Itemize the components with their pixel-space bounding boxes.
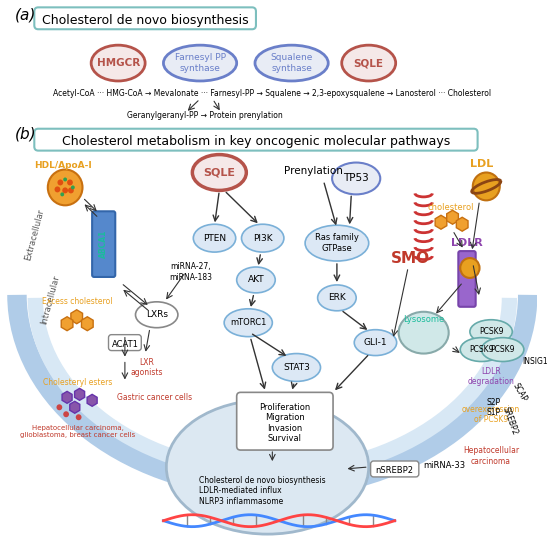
Circle shape: [67, 180, 73, 186]
Ellipse shape: [192, 154, 246, 190]
Text: PCSK9: PCSK9: [479, 327, 503, 336]
Ellipse shape: [135, 302, 178, 328]
Ellipse shape: [470, 320, 512, 344]
Text: Cholesteryl esters: Cholesteryl esters: [43, 378, 112, 387]
Text: HMGCR: HMGCR: [96, 58, 140, 68]
Text: (b): (b): [15, 126, 37, 141]
Text: SREBP2: SREBP2: [501, 406, 520, 436]
Text: Farnesyl PP
synthase: Farnesyl PP synthase: [174, 53, 225, 73]
Ellipse shape: [255, 45, 328, 81]
Circle shape: [76, 414, 81, 420]
Text: ACAT1: ACAT1: [112, 340, 139, 349]
Circle shape: [473, 173, 500, 200]
Ellipse shape: [241, 224, 284, 252]
Text: Hepatocellular
carcinoma: Hepatocellular carcinoma: [463, 447, 519, 466]
Text: Cholesterol metabolism in key oncogenic molecular pathways: Cholesterol metabolism in key oncogenic …: [62, 135, 450, 148]
Ellipse shape: [224, 309, 272, 337]
Circle shape: [48, 169, 82, 206]
Text: nSREBP2: nSREBP2: [376, 466, 414, 476]
Text: SMO: SMO: [390, 251, 430, 266]
Circle shape: [60, 193, 64, 196]
Text: Intracellular: Intracellular: [40, 274, 62, 325]
Text: cholesterol: cholesterol: [427, 203, 474, 212]
Text: ABCA1: ABCA1: [99, 230, 108, 258]
Text: Excess cholesterol: Excess cholesterol: [42, 298, 113, 306]
Circle shape: [57, 180, 63, 186]
Text: Geranylgeranyl-PP → Protein prenylation: Geranylgeranyl-PP → Protein prenylation: [127, 111, 283, 121]
Circle shape: [63, 411, 69, 417]
Ellipse shape: [399, 312, 449, 353]
Text: HDL/ApoA-I: HDL/ApoA-I: [34, 161, 92, 170]
Text: Ras family
GTPase: Ras family GTPase: [315, 233, 359, 253]
Text: (a): (a): [15, 8, 36, 22]
Ellipse shape: [342, 45, 395, 81]
Ellipse shape: [354, 330, 397, 356]
Text: S2P
S1P: S2P S1P: [487, 398, 501, 417]
Text: overexpression
of PCSK9: overexpression of PCSK9: [462, 405, 520, 424]
Text: Cholesterol de novo biosynthesis
LDLR-mediated influx
NLRP3 inflammasome: Cholesterol de novo biosynthesis LDLR-me…: [200, 476, 326, 506]
Text: PCSK9: PCSK9: [491, 345, 515, 354]
Circle shape: [68, 187, 74, 193]
Text: Squalene
synthase: Squalene synthase: [271, 53, 313, 73]
Text: SQLE: SQLE: [204, 167, 235, 178]
Ellipse shape: [460, 338, 503, 362]
Text: LDL: LDL: [470, 159, 493, 168]
Circle shape: [54, 187, 60, 193]
Text: PI3K: PI3K: [253, 233, 272, 243]
FancyBboxPatch shape: [34, 129, 477, 151]
Text: Extracellular: Extracellular: [23, 208, 46, 262]
Text: SQLE: SQLE: [354, 58, 384, 68]
Text: Gastric cancer cells: Gastric cancer cells: [117, 393, 192, 402]
Text: PTEN: PTEN: [203, 233, 226, 243]
Ellipse shape: [166, 400, 368, 534]
Text: TP53: TP53: [343, 173, 369, 183]
Text: Acetyl-CoA ··· HMG-CoA → Mevalonate ··· Farnesyl-PP → Squalene → 2,3-epoxysquale: Acetyl-CoA ··· HMG-CoA → Mevalonate ··· …: [53, 89, 491, 98]
Circle shape: [460, 258, 480, 278]
Circle shape: [62, 187, 68, 193]
Text: Proliferation
Migration
Invasion
Survival: Proliferation Migration Invasion Surviva…: [259, 403, 311, 443]
Text: PCSK9: PCSK9: [469, 345, 494, 354]
Text: INSIG1: INSIG1: [522, 357, 548, 366]
Text: LDLR: LDLR: [451, 238, 483, 248]
Ellipse shape: [332, 162, 380, 194]
Text: Hepatocellular carcinoma,
glioblastoma, breast cancer cells: Hepatocellular carcinoma, glioblastoma, …: [20, 424, 135, 437]
Text: Prenylation: Prenylation: [284, 166, 343, 175]
Text: mTORC1: mTORC1: [230, 318, 266, 327]
FancyBboxPatch shape: [458, 251, 476, 307]
FancyBboxPatch shape: [108, 335, 141, 351]
Text: GLI-1: GLI-1: [364, 338, 387, 347]
Circle shape: [57, 404, 62, 410]
Text: AKT: AKT: [248, 275, 264, 285]
Text: LXR
agonists: LXR agonists: [131, 358, 163, 377]
Text: ERK: ERK: [328, 293, 346, 302]
FancyBboxPatch shape: [236, 392, 333, 450]
Text: Cholesterol de novo biosynthesis: Cholesterol de novo biosynthesis: [42, 14, 249, 27]
Text: LXRs: LXRs: [146, 310, 168, 319]
Ellipse shape: [163, 45, 236, 81]
Ellipse shape: [318, 285, 356, 311]
Circle shape: [71, 186, 75, 189]
Text: Lysosome: Lysosome: [403, 315, 444, 324]
Text: miRNA-27,
miRNA-183: miRNA-27, miRNA-183: [169, 263, 212, 282]
Text: miRNA-33: miRNA-33: [423, 462, 465, 470]
Text: STAT3: STAT3: [283, 363, 310, 372]
Ellipse shape: [305, 225, 368, 261]
Ellipse shape: [193, 224, 236, 252]
Circle shape: [63, 178, 67, 181]
Ellipse shape: [272, 353, 321, 381]
Ellipse shape: [91, 45, 145, 81]
Text: SCAP: SCAP: [511, 381, 529, 403]
FancyBboxPatch shape: [371, 461, 419, 477]
Text: LDLR
degradation: LDLR degradation: [468, 367, 515, 386]
FancyBboxPatch shape: [92, 211, 116, 277]
Ellipse shape: [481, 338, 524, 362]
FancyBboxPatch shape: [34, 8, 256, 29]
Ellipse shape: [236, 267, 275, 293]
